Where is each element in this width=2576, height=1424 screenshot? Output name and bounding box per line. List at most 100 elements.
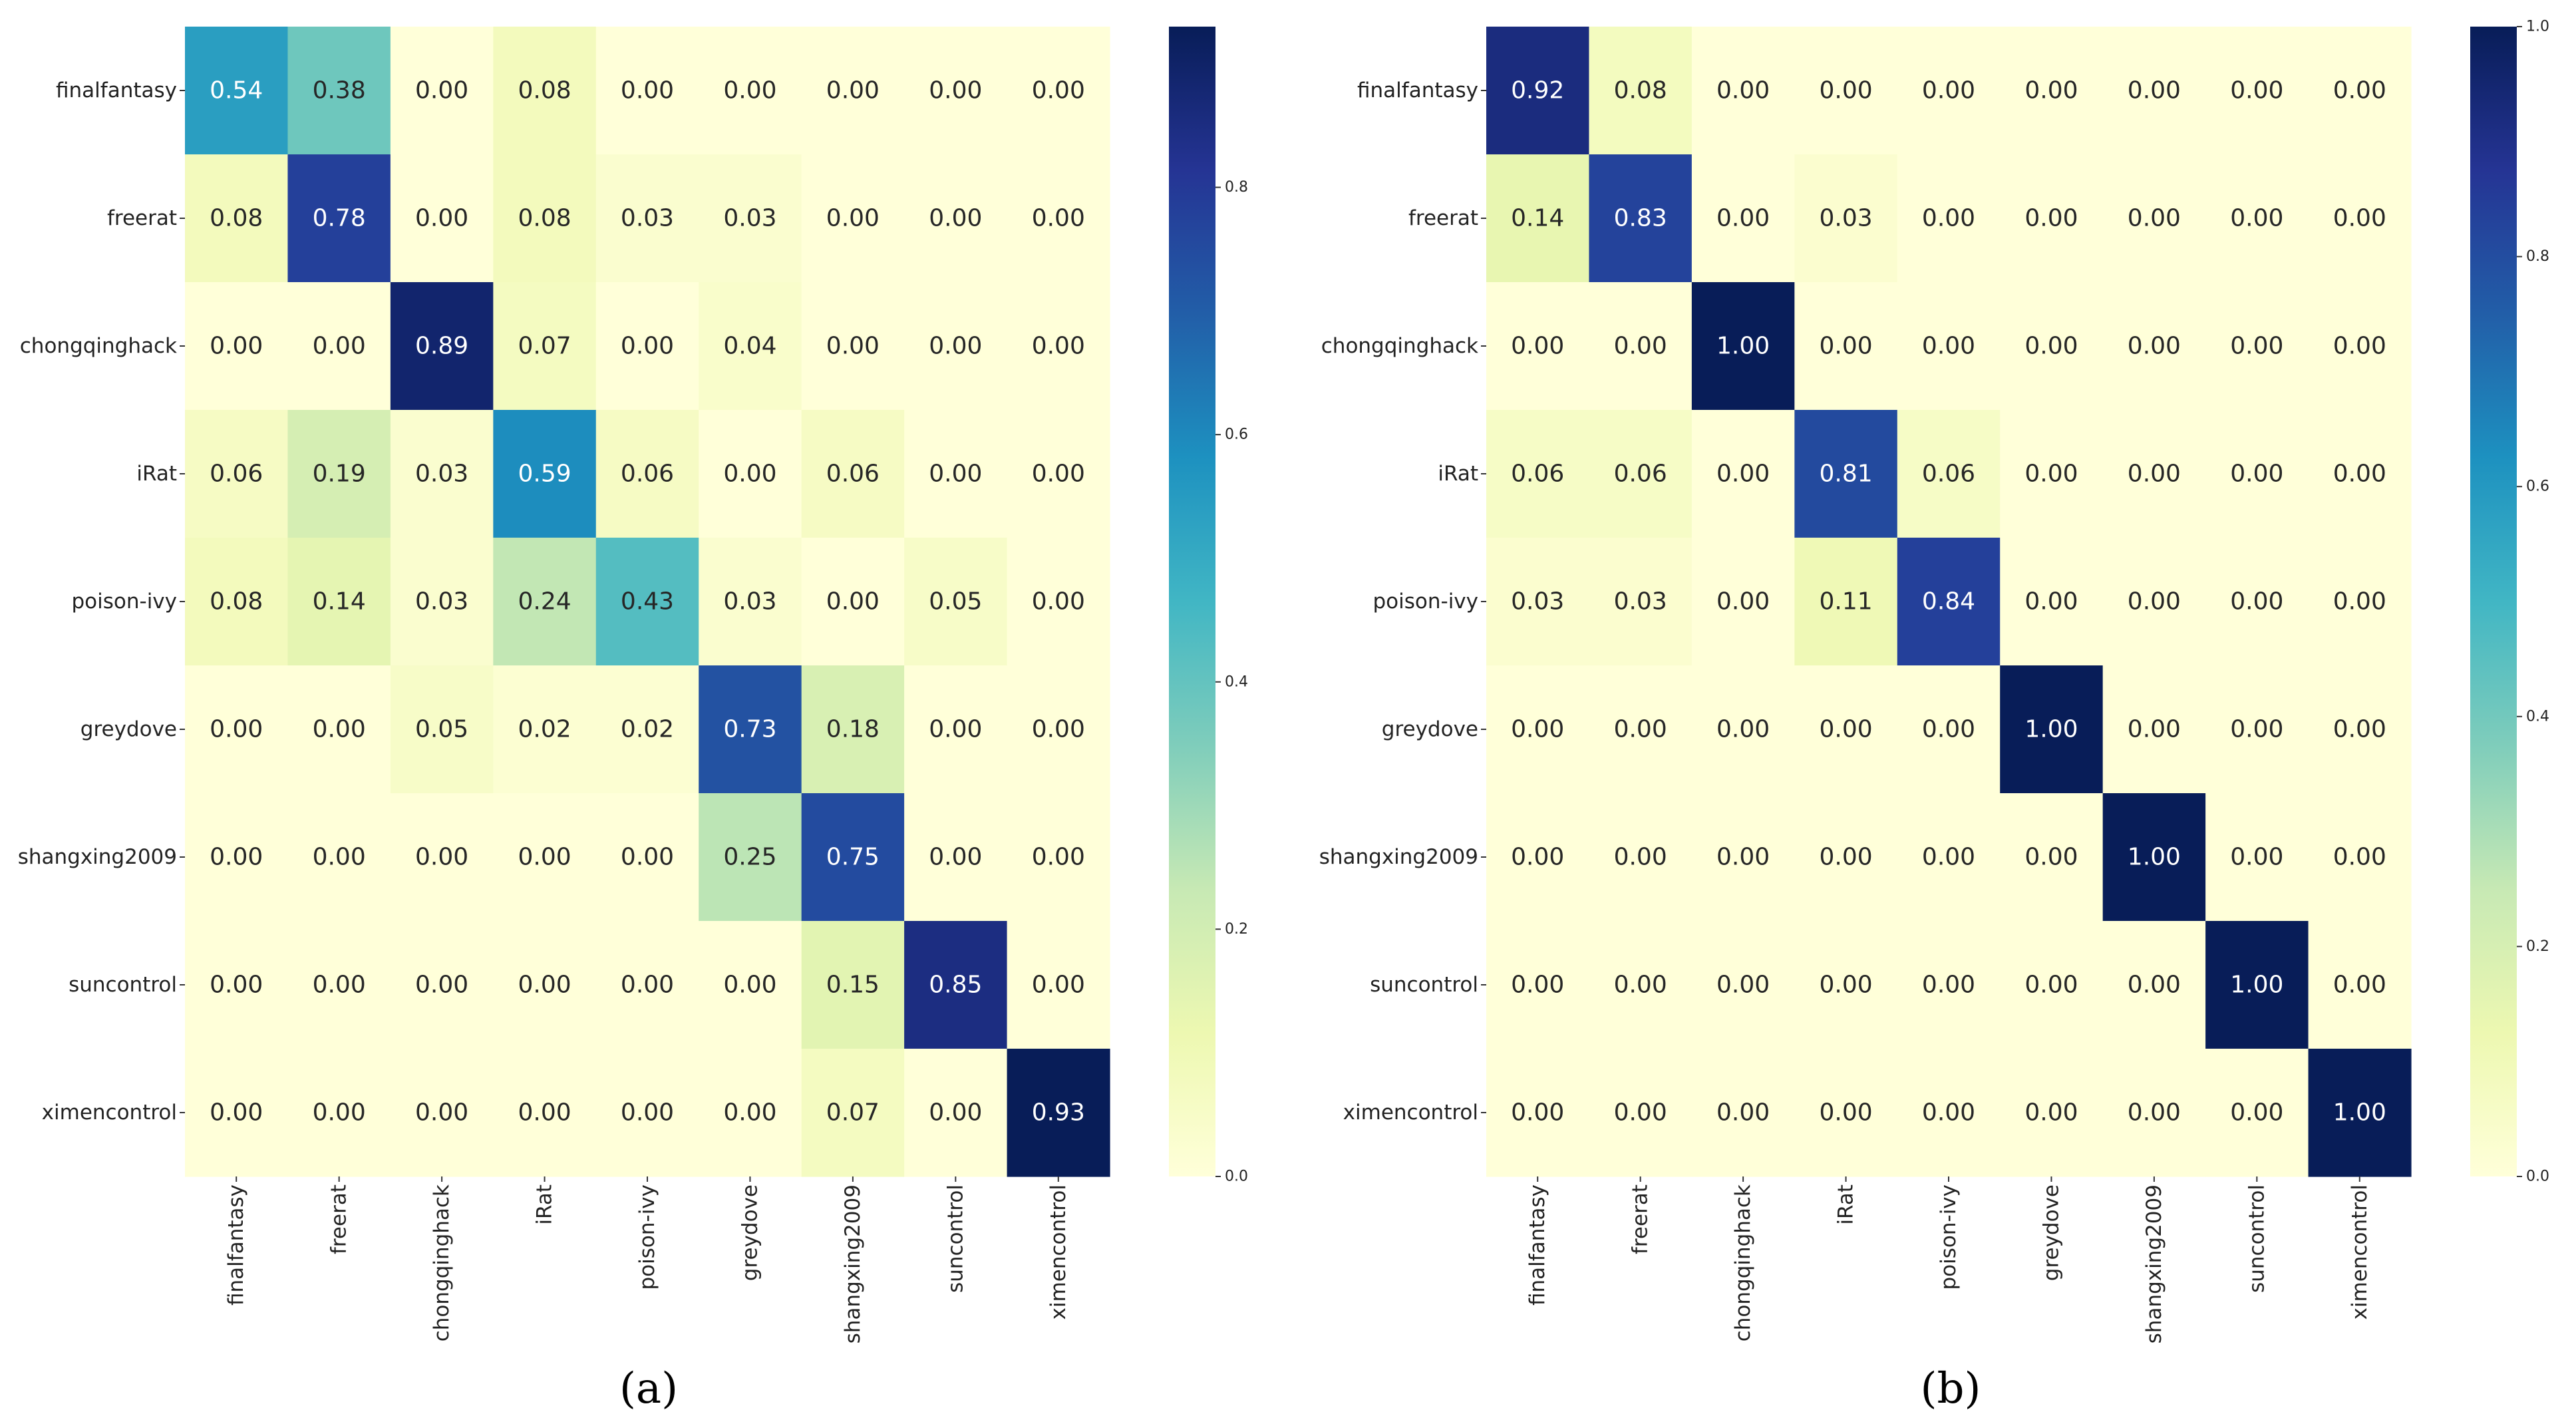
heatmap-cell-b-r0-c3 xyxy=(1794,27,1898,155)
row-label-b-8: ximencontrol xyxy=(1343,1101,1478,1125)
heatmap-cell-b-r1-c0 xyxy=(1486,154,1590,283)
heatmap-cell-a-r1-c6 xyxy=(801,154,905,283)
heatmap-cell-b-r1-c5 xyxy=(2000,154,2104,283)
heatmap-cell-a-r8-c5 xyxy=(699,1049,802,1177)
heatmap-cell-b-r6-c4 xyxy=(1897,793,2001,922)
heatmap-cell-a-r0-c6 xyxy=(801,27,905,155)
row-label-b-7: suncontrol xyxy=(1370,973,1478,997)
heatmap-cell-b-r3-c8 xyxy=(2308,410,2412,538)
colorbar-tick-label-a-2: 0.4 xyxy=(1225,673,1248,690)
cell-value-a-r3-c8: 0.00 xyxy=(1032,460,1085,488)
row-label-b-3: iRat xyxy=(1438,462,1478,486)
cell-value-b-r6-c7: 0.00 xyxy=(2230,844,2283,871)
cell-value-b-r3-c0: 0.06 xyxy=(1511,460,1564,488)
cell-value-b-r3-c2: 0.00 xyxy=(1716,460,1770,488)
heatmap-cell-a-r4-c5 xyxy=(699,538,802,666)
cell-value-a-r0-c8: 0.00 xyxy=(1032,77,1085,104)
heatmap-cell-b-r3-c0 xyxy=(1486,410,1590,538)
heatmap-cell-b-r8-c7 xyxy=(2205,1049,2309,1177)
cell-value-b-r4-c7: 0.00 xyxy=(2230,588,2283,616)
cell-value-a-r1-c1: 0.78 xyxy=(313,205,366,232)
heatmap-cell-b-r8-c8 xyxy=(2308,1049,2412,1177)
heatmap-cell-b-r4-c0 xyxy=(1486,538,1590,666)
cell-value-b-r3-c5: 0.00 xyxy=(2024,460,2078,488)
cell-value-a-r6-c5: 0.25 xyxy=(723,844,776,871)
heatmap-cell-a-r3-c8 xyxy=(1007,410,1110,538)
cell-value-b-r1-c3: 0.03 xyxy=(1819,205,1872,232)
cell-value-a-r3-c0: 0.06 xyxy=(210,460,263,488)
cell-value-b-r4-c4: 0.84 xyxy=(1922,588,1975,616)
heatmap-cell-b-r4-c3 xyxy=(1794,538,1898,666)
heatmap-cell-a-r8-c0 xyxy=(185,1049,289,1177)
heatmap-cell-b-r0-c0 xyxy=(1486,27,1590,155)
cell-value-a-r5-c5: 0.73 xyxy=(723,716,776,743)
col-label-b-8: ximencontrol xyxy=(2348,1184,2372,1320)
cell-value-a-r5-c6: 0.18 xyxy=(826,716,880,743)
heatmap-cell-b-r7-c1 xyxy=(1589,921,1692,1049)
cell-value-a-r2-c8: 0.00 xyxy=(1032,333,1085,360)
colorbar-tick-label-a-0: 0.0 xyxy=(1225,1168,1248,1185)
heatmap-cell-b-r0-c7 xyxy=(2205,27,2309,155)
col-label-b-4: poison-ivy xyxy=(1937,1184,1961,1290)
cell-value-a-r8-c0: 0.00 xyxy=(210,1099,263,1127)
cell-value-b-r0-c8: 0.00 xyxy=(2333,77,2386,104)
cell-value-b-r7-c6: 0.00 xyxy=(2128,972,2181,999)
cell-value-a-r4-c6: 0.00 xyxy=(826,588,880,616)
heatmap-cell-b-r1-c8 xyxy=(2308,154,2412,283)
row-label-a-6: shangxing2009 xyxy=(18,845,177,869)
heatmap-cell-b-r5-c8 xyxy=(2308,665,2412,794)
cell-value-a-r8-c4: 0.00 xyxy=(621,1099,674,1127)
heatmap-cell-b-r0-c6 xyxy=(2102,27,2206,155)
cell-value-b-r8-c8: 1.00 xyxy=(2333,1099,2386,1127)
cell-value-b-r2-c2: 1.00 xyxy=(1716,333,1770,360)
heatmap-cell-b-r7-c5 xyxy=(2000,921,2104,1049)
heatmap-cell-b-r2-c6 xyxy=(2102,282,2206,411)
heatmap-cell-b-r3-c7 xyxy=(2205,410,2309,538)
heatmap-cell-b-r5-c5 xyxy=(2000,665,2104,794)
heatmap-cell-a-r2-c7 xyxy=(904,282,1008,411)
cell-value-a-r2-c5: 0.04 xyxy=(723,333,776,360)
cell-value-a-r7-c5: 0.00 xyxy=(723,972,776,999)
heatmap-cell-a-r6-c8 xyxy=(1007,793,1110,922)
heatmap-cell-a-r7-c4 xyxy=(595,921,699,1049)
heatmap-cell-b-r2-c2 xyxy=(1691,282,1795,411)
cell-value-b-r2-c3: 0.00 xyxy=(1819,333,1872,360)
cell-value-a-r4-c2: 0.03 xyxy=(415,588,468,616)
cell-value-a-r3-c2: 0.03 xyxy=(415,460,468,488)
heatmap-cell-a-r0-c4 xyxy=(595,27,699,155)
row-label-a-8: ximencontrol xyxy=(42,1101,177,1125)
row-label-b-4: poison-ivy xyxy=(1372,590,1478,614)
heatmap-cell-b-r7-c7 xyxy=(2205,921,2309,1049)
row-label-a-5: greydove xyxy=(80,717,177,741)
colorbar-tick-label-a-3: 0.6 xyxy=(1225,427,1248,443)
heatmap-cell-a-r8-c1 xyxy=(287,1049,391,1177)
heatmap-cell-a-r0-c3 xyxy=(493,27,597,155)
heatmap-cell-a-r0-c2 xyxy=(390,27,494,155)
heatmap-cell-b-r0-c8 xyxy=(2308,27,2412,155)
heatmap-cell-a-r8-c2 xyxy=(390,1049,494,1177)
cell-value-b-r4-c5: 0.00 xyxy=(2024,588,2078,616)
cell-value-b-r6-c6: 1.00 xyxy=(2128,844,2181,871)
cell-value-b-r8-c5: 0.00 xyxy=(2024,1099,2078,1127)
col-label-b-0: finalfantasy xyxy=(1526,1184,1549,1306)
heatmap-cell-a-r2-c6 xyxy=(801,282,905,411)
cell-value-a-r7-c7: 0.85 xyxy=(929,972,982,999)
cell-value-a-r5-c3: 0.02 xyxy=(518,716,571,743)
heatmap-cell-a-r6-c1 xyxy=(287,793,391,922)
cell-value-b-r2-c0: 0.00 xyxy=(1511,333,1564,360)
cell-value-a-r6-c0: 0.00 xyxy=(210,844,263,871)
cell-value-a-r5-c1: 0.00 xyxy=(313,716,366,743)
cell-value-a-r0-c3: 0.08 xyxy=(518,77,571,104)
cell-value-a-r0-c2: 0.00 xyxy=(415,77,468,104)
cell-value-a-r3-c1: 0.19 xyxy=(313,460,366,488)
cell-value-b-r4-c0: 0.03 xyxy=(1511,588,1564,616)
cell-value-b-r7-c8: 0.00 xyxy=(2333,972,2386,999)
heatmap-cell-b-r5-c0 xyxy=(1486,665,1590,794)
heatmap-cell-b-r2-c7 xyxy=(2205,282,2309,411)
heatmap-cell-a-r2-c3 xyxy=(493,282,597,411)
heatmap-cell-a-r4-c4 xyxy=(595,538,699,666)
row-label-a-3: iRat xyxy=(136,462,177,486)
heatmap-cell-a-r2-c2 xyxy=(390,282,494,411)
row-label-b-6: shangxing2009 xyxy=(1319,845,1478,869)
heatmap-cell-a-r3-c0 xyxy=(185,410,289,538)
